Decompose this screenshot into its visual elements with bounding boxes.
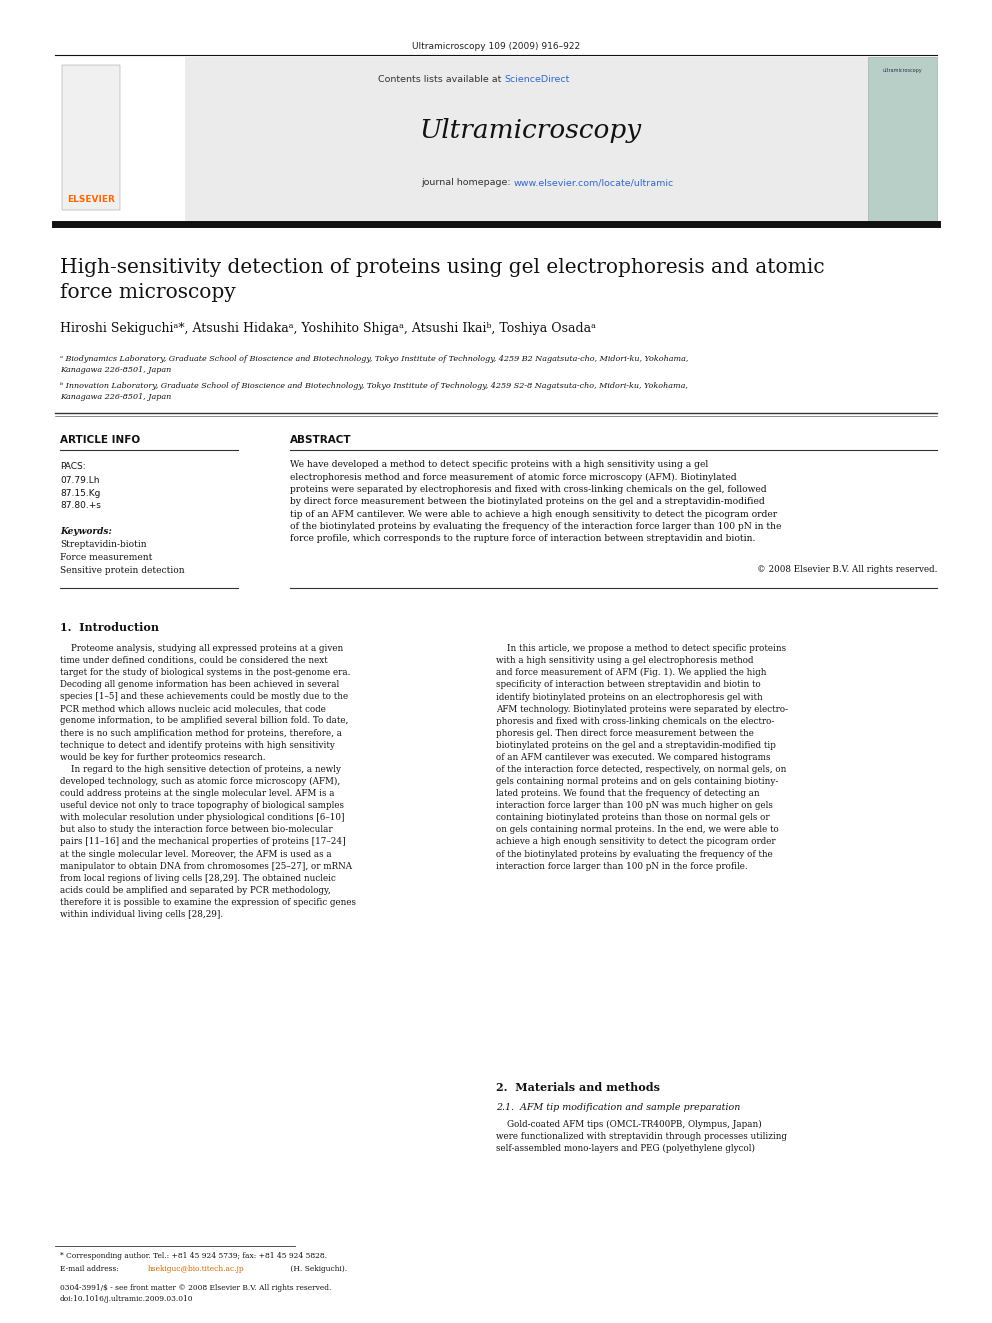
Text: hsekiguc@bio.titech.ac.jp: hsekiguc@bio.titech.ac.jp [148,1265,245,1273]
Text: ARTICLE INFO: ARTICLE INFO [60,435,140,445]
Text: Gold-coated AFM tips (OMCL-TR400PB, Olympus, Japan)
were functionalized with str: Gold-coated AFM tips (OMCL-TR400PB, Olym… [496,1121,787,1154]
Text: In this article, we propose a method to detect specific proteins
with a high sen: In this article, we propose a method to … [496,644,788,871]
Text: Proteome analysis, studying all expressed proteins at a given
time under defined: Proteome analysis, studying all expresse… [60,644,356,919]
Text: 07.79.Lh
87.15.Kg
87.80.+s: 07.79.Lh 87.15.Kg 87.80.+s [60,476,101,509]
Text: © 2008 Elsevier B.V. All rights reserved.: © 2008 Elsevier B.V. All rights reserved… [757,565,937,574]
Text: * Corresponding author. Tel.: +81 45 924 5739; fax: +81 45 924 5828.: * Corresponding author. Tel.: +81 45 924… [60,1252,327,1259]
Text: ScienceDirect: ScienceDirect [504,75,569,83]
Text: 2.  Materials and methods: 2. Materials and methods [496,1082,660,1093]
Text: journal homepage:: journal homepage: [422,179,514,187]
Text: Keywords:: Keywords: [60,527,112,536]
Text: 0304-3991/$ - see front matter © 2008 Elsevier B.V. All rights reserved.
doi:10.: 0304-3991/$ - see front matter © 2008 El… [60,1285,331,1303]
Bar [55,57,185,222]
Bar [868,57,937,222]
Text: ELSEVIER: ELSEVIER [67,194,115,204]
Text: 2.1.  AFM tip modification and sample preparation: 2.1. AFM tip modification and sample pre… [496,1103,740,1113]
Text: 1.  Introduction: 1. Introduction [60,622,159,632]
Bar [185,57,937,222]
Text: (H. Sekiguchi).: (H. Sekiguchi). [288,1265,347,1273]
Text: www.elsevier.com/locate/ultramic: www.elsevier.com/locate/ultramic [514,179,675,187]
Text: ᵇ Innovation Laboratory, Graduate School of Bioscience and Biotechnology, Tokyo : ᵇ Innovation Laboratory, Graduate School… [60,382,687,401]
Text: We have developed a method to detect specific proteins with a high sensitivity u: We have developed a method to detect spe… [290,460,782,544]
Text: High-sensitivity detection of proteins using gel electrophoresis and atomic
forc: High-sensitivity detection of proteins u… [60,258,824,302]
Text: E-mail address:: E-mail address: [60,1265,121,1273]
Text: Contents lists available at: Contents lists available at [378,75,504,83]
Text: ᵃ Biodynamics Laboratory, Graduate School of Bioscience and Biotechnology, Tokyo: ᵃ Biodynamics Laboratory, Graduate Schoo… [60,355,688,373]
Text: PACS:: PACS: [60,462,85,471]
Text: Ultramicroscopy 109 (2009) 916–922: Ultramicroscopy 109 (2009) 916–922 [412,42,580,52]
Bar [62,65,120,210]
Text: ultramicroscopy: ultramicroscopy [882,67,922,73]
Text: Streptavidin-biotin
Force measurement
Sensitive protein detection: Streptavidin-biotin Force measurement Se… [60,540,185,576]
Text: ABSTRACT: ABSTRACT [290,435,351,445]
Text: Ultramicroscopy: Ultramicroscopy [420,118,642,143]
Text: Hiroshi Sekiguchiᵃ*, Atsushi Hidakaᵃ, Yoshihito Shigaᵃ, Atsushi Ikaiᵇ, Toshiya O: Hiroshi Sekiguchiᵃ*, Atsushi Hidakaᵃ, Yo… [60,321,596,335]
